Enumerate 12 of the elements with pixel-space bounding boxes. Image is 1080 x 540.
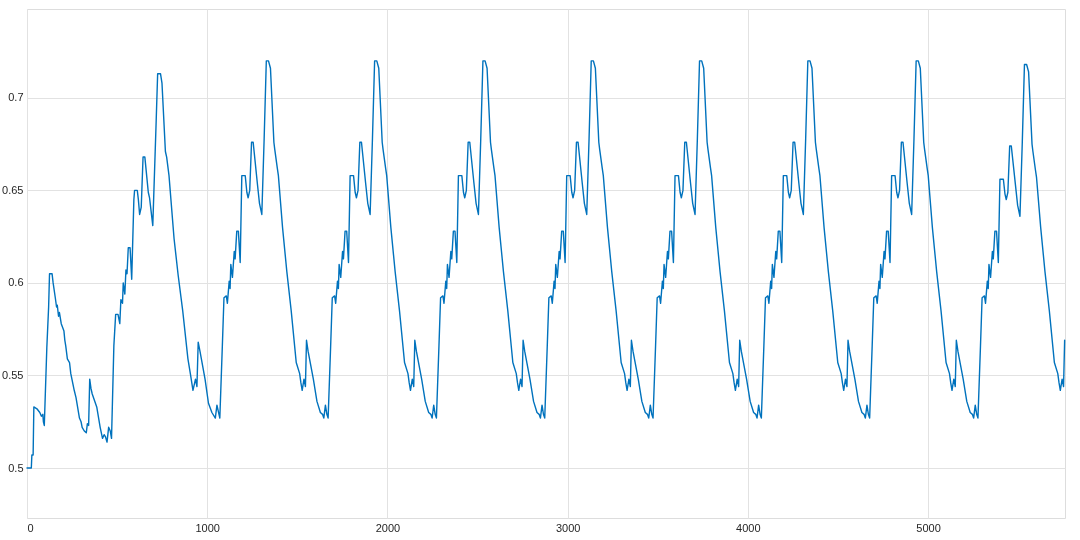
y-tick-label: 0.5	[8, 461, 24, 474]
y-tick-label: 0.55	[2, 368, 24, 381]
x-tick-label: 1000	[195, 521, 220, 534]
y-tick-label: 0.6	[8, 276, 24, 289]
x-tick-label: 4000	[736, 521, 761, 534]
x-tick-label: 5000	[916, 521, 941, 534]
x-tick-label: 0	[27, 521, 34, 534]
line-series	[26, 60, 1066, 469]
x-tick-label: 3000	[555, 521, 581, 534]
y-tick-label: 0.7	[8, 91, 24, 104]
y-tick-label: 0.65	[2, 183, 24, 196]
x-tick-label: 2000	[375, 521, 401, 534]
